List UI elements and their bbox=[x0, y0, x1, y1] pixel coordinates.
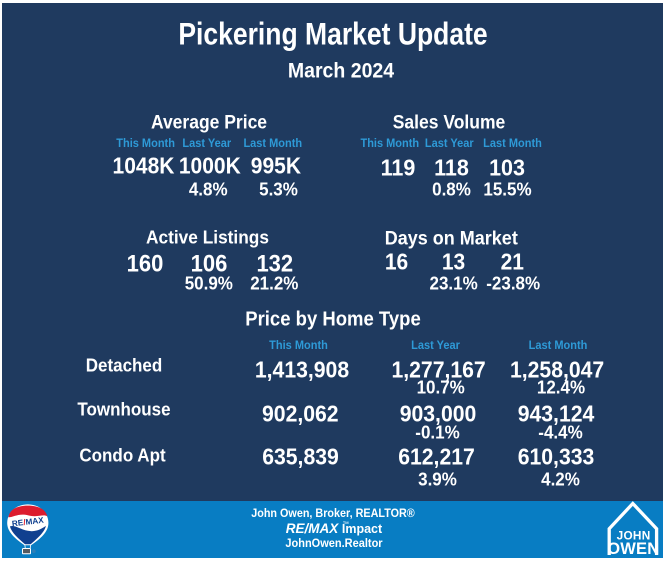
svg-text:JOHN: JOHN bbox=[617, 529, 651, 543]
svg-text:OWEN: OWEN bbox=[607, 540, 659, 557]
svg-text:RE/MAX: RE/MAX bbox=[11, 516, 44, 529]
